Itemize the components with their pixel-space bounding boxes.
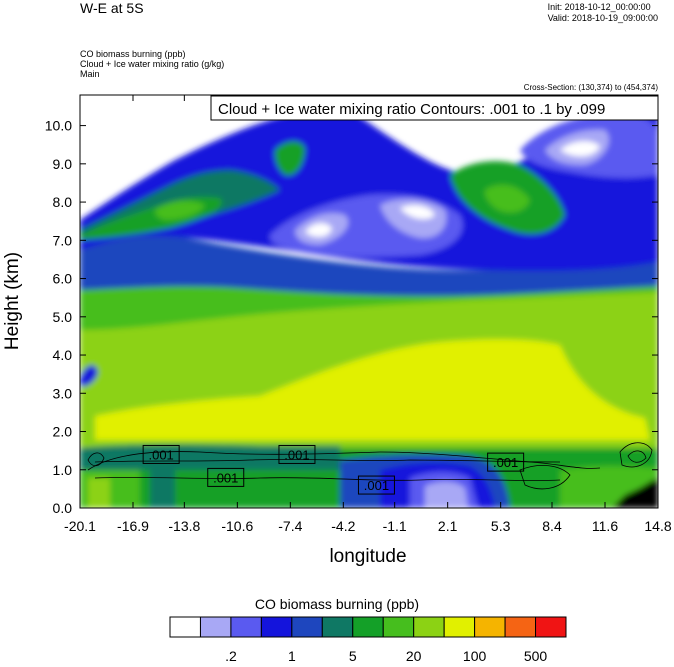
- colorbar-swatch: [321, 616, 354, 638]
- colorbar-title: CO biomass burning (ppb): [254, 596, 420, 612]
- colorbar-swatch: [535, 616, 567, 638]
- contour-label-box: [487, 452, 525, 472]
- x-tick-label: -7.4: [278, 518, 302, 534]
- contour-label-box: [278, 444, 316, 464]
- y-tick-label: 1.0: [53, 462, 73, 478]
- colorbar-swatch: [260, 616, 293, 638]
- colorbar-label: 1: [288, 648, 296, 664]
- valid-time: Valid: 2018-10-19_09:00:00: [547, 13, 658, 23]
- colorbar-swatch: [169, 616, 201, 638]
- field-co: CO biomass burning (ppb): [80, 49, 186, 59]
- y-tick-label: 6.0: [53, 271, 73, 287]
- x-tick-label: 2.1: [438, 518, 458, 534]
- contour-label: .001: [493, 455, 518, 470]
- colorbar-swatch: [504, 616, 537, 638]
- contour-legend: Cloud + Ice water mixing ratio Contours:…: [210, 95, 659, 121]
- x-axis-label: longitude: [329, 546, 406, 567]
- field-list: CO biomass burning (ppb) Cloud + Ice wat…: [80, 49, 224, 79]
- contour-label-box: [142, 444, 180, 464]
- colorbar-label: 100: [463, 648, 487, 664]
- y-axis-label: Height (km): [2, 252, 23, 350]
- y-tick-label: 2.0: [53, 424, 73, 440]
- colorbar: [169, 616, 567, 638]
- x-tick-label: -10.6: [221, 518, 253, 534]
- colorbar-swatch: [443, 616, 476, 638]
- contour-label-box: [357, 475, 395, 495]
- contour-legend-box: [210, 95, 659, 121]
- colorbar-swatch: [382, 616, 415, 638]
- y-tick-label: 4.0: [53, 347, 73, 363]
- contour-label: .001: [148, 447, 173, 462]
- colorbar-label: 5: [349, 648, 357, 664]
- y-tick-label: 10.0: [45, 118, 72, 134]
- x-tick-label: -13.8: [168, 518, 200, 534]
- plot-title: W-E at 5S: [80, 0, 144, 16]
- y-tick-label: 5.0: [53, 309, 73, 325]
- cross-section-label: Cross-Section: (130,374) to (454,374): [523, 83, 658, 92]
- y-tick-label: 9.0: [53, 156, 73, 172]
- colorbar-swatch: [352, 616, 384, 638]
- time-info: Init: 2018-10-12_00:00:00 Valid: 2018-10…: [548, 2, 658, 24]
- contour-label: .001: [213, 470, 238, 485]
- colorbar-swatch: [230, 616, 262, 638]
- y-tick-label: 0.0: [53, 500, 73, 516]
- x-tick-label: -16.9: [117, 518, 149, 534]
- plot-frame: [79, 94, 659, 509]
- y-tick-label: 8.0: [53, 194, 73, 210]
- field-cloud: Cloud + Ice water mixing ratio (g/kg): [80, 59, 225, 69]
- y-tick-label: 7.0: [53, 232, 73, 248]
- colorbar-swatch: [413, 616, 445, 638]
- x-tick-label: 8.4: [542, 518, 562, 534]
- init-time: Init: 2018-10-12_00:00:00: [547, 2, 651, 12]
- x-tick-label: -4.2: [331, 518, 355, 534]
- contour-label: .001: [284, 447, 309, 462]
- x-tick-label: 5.3: [491, 518, 511, 534]
- colorbar-swatch: [474, 616, 506, 638]
- contour-label-box: [207, 467, 245, 487]
- y-tick-label: 3.0: [53, 385, 73, 401]
- x-tick-label: 14.8: [644, 518, 671, 534]
- contour-legend-text: Cloud + Ice water mixing ratio Contours:…: [218, 101, 605, 118]
- field-main: Main: [80, 69, 100, 79]
- colorbar-label: 20: [406, 648, 422, 664]
- colorbar-swatch: [291, 616, 323, 638]
- co-field: [80, 95, 658, 508]
- colorbar-label: 500: [524, 648, 548, 664]
- x-tick-label: -20.1: [64, 518, 96, 534]
- cloud-contours: [87, 442, 653, 490]
- colorbar-label: .2: [225, 648, 237, 664]
- contour-label: .001: [364, 478, 389, 493]
- x-tick-label: 11.6: [592, 518, 618, 534]
- x-tick-label: -1.1: [383, 518, 407, 534]
- colorbar-swatch: [199, 616, 232, 638]
